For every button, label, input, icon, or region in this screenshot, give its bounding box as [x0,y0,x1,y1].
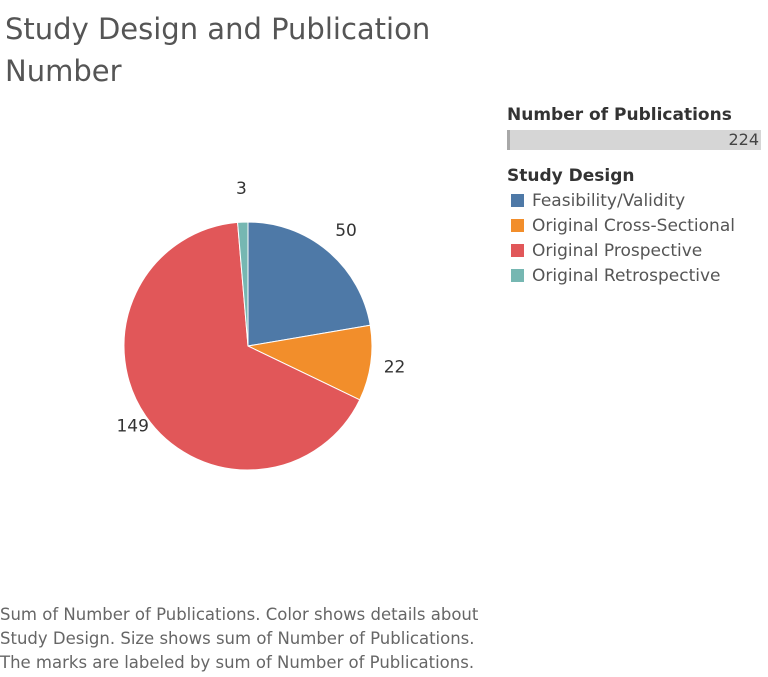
legend-swatch [511,194,524,207]
legend-item-original-prospective[interactable]: Original Prospective [507,238,765,263]
legend-label: Original Cross-Sectional [532,215,735,236]
legend-swatch [511,269,524,282]
color-legend: Study Design Feasibility/Validity Origin… [507,164,765,288]
size-legend-title: Number of Publications [507,105,732,125]
legend-item-feasibility-validity[interactable]: Feasibility/Validity [507,188,765,213]
caption-line: Study Design. Size shows sum of Number o… [0,629,475,648]
caption-line: The marks are labeled by sum of Number o… [0,653,475,672]
legend-label: Original Prospective [532,240,703,261]
size-legend: Number of Publications 224 [507,103,765,150]
pie-slice-label: 22 [384,358,406,378]
legend-label: Feasibility/Validity [532,190,686,211]
color-legend-title: Study Design [507,166,635,186]
pie-slice-feasibility-validity[interactable] [247,221,371,347]
pie-slice-original-cross-sectional[interactable] [246,324,373,401]
legend-label: Original Retrospective [532,265,721,286]
size-legend-bar: 224 [507,130,761,150]
pie-slice-label: 50 [335,221,357,241]
legend-swatch [511,219,524,232]
legend-item-original-retrospective[interactable]: Original Retrospective [507,263,765,288]
chart-title: Study Design and Publication Number [5,12,431,88]
caption-line: Sum of Number of Publications. Color sho… [0,605,479,624]
legend-swatch [511,244,524,257]
pie-slice-label: 3 [236,179,247,199]
chart-caption: Sum of Number of Publications. Color sho… [0,603,520,675]
pie-chart: 50 22 149 3 [0,179,500,510]
pie-slice-label: 149 [116,416,148,436]
size-legend-value: 224 [728,130,759,149]
pie-svg: 50 22 149 3 [116,179,406,471]
legend-item-original-cross-sectional[interactable]: Original Cross-Sectional [507,213,765,238]
pie-slice-original-retrospective[interactable] [237,221,249,347]
pie-slice-original-prospective[interactable] [123,221,361,471]
